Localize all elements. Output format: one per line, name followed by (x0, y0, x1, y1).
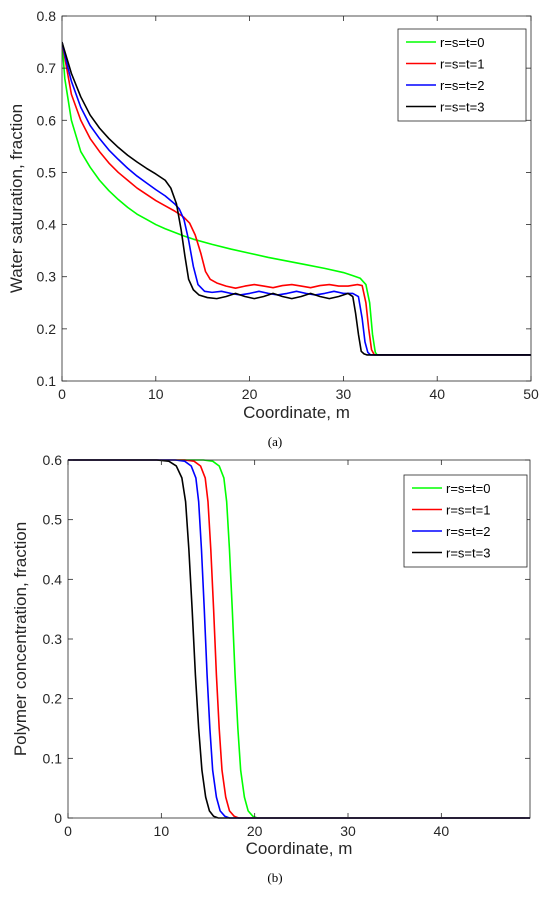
series-line-2 (62, 41, 531, 356)
series-line-2 (68, 459, 530, 819)
series-line-1 (68, 459, 530, 819)
series-line-3 (68, 459, 530, 819)
legend-entry-0: r=s=t=0 (440, 35, 484, 50)
y-tick-label: 0.4 (43, 571, 63, 587)
x-tick-label: 30 (336, 386, 352, 402)
legend-entry-0: r=s=t=0 (446, 481, 490, 496)
legend-entry-3: r=s=t=3 (440, 100, 484, 115)
y-tick-label: 0.4 (37, 217, 57, 233)
series-line-0 (68, 459, 530, 819)
legend-entry-1: r=s=t=1 (446, 503, 490, 518)
x-tick-label: 20 (247, 823, 263, 839)
x-tick-label: 40 (429, 386, 445, 402)
legend-entry-3: r=s=t=3 (446, 546, 490, 561)
y-tick-label: 0.7 (37, 60, 57, 76)
y-tick-label: 0.3 (37, 269, 57, 285)
legend-box (403, 474, 528, 568)
chart-a: 0 10 20 30 40 50 0.1 0.2 0.3 0.4 0.5 0.6 0.7 0.8 Coord… (7, 8, 539, 449)
x-tick-label: 50 (523, 386, 539, 402)
y-tick-label: 0.6 (37, 112, 57, 128)
y-tick-label: 0.1 (43, 750, 63, 766)
figure-caption: (a) (268, 434, 282, 449)
series-line-0 (62, 42, 531, 356)
x-tick-label: 40 (434, 823, 450, 839)
axes-frame (61, 15, 532, 382)
y-tick-label: 0.2 (43, 691, 63, 707)
series-line-3 (62, 41, 531, 356)
legend: r=s=t=0 r=s=t=1 r=s=t=2 r=s=t=3 (403, 474, 528, 568)
y-tick-label: 0.5 (37, 164, 57, 180)
legend: r=s=t=0 r=s=t=1 r=s=t=2 r=s=t=3 (397, 28, 527, 122)
x-tick-label: 30 (340, 823, 356, 839)
x-tick-label: 10 (154, 823, 170, 839)
x-tick-label: 0 (64, 823, 72, 839)
y-axis-label: Polymer concentration, fraction (11, 522, 30, 756)
y-tick-label: 0.3 (43, 631, 63, 647)
y-tick-label: 0.6 (43, 452, 63, 468)
series-line-1 (62, 41, 531, 356)
y-tick-label: 0.8 (37, 8, 57, 24)
x-tick-label: 10 (148, 386, 164, 402)
x-tick-label: 0 (58, 386, 66, 402)
legend-entry-2: r=s=t=2 (440, 78, 484, 93)
figure-caption: (b) (267, 870, 282, 885)
x-tick-label: 20 (242, 386, 258, 402)
y-tick-label: 0.1 (37, 373, 57, 389)
x-axis-label: Coordinate, m (246, 839, 353, 858)
y-axis-label: Water saturation, fraction (7, 104, 26, 293)
legend-box (397, 28, 527, 122)
y-tick-label: 0.5 (43, 512, 63, 528)
legend-entry-2: r=s=t=2 (446, 524, 490, 539)
chart-b: 0 10 20 30 40 0 0.1 0.2 0.3 0.4 0.5 0.6 Coordinate, … (11, 452, 531, 885)
x-axis-label: Coordinate, m (243, 403, 350, 422)
y-tick-label: 0.2 (37, 321, 57, 337)
y-tick-label: 0 (54, 810, 62, 826)
legend-entry-1: r=s=t=1 (440, 57, 484, 72)
